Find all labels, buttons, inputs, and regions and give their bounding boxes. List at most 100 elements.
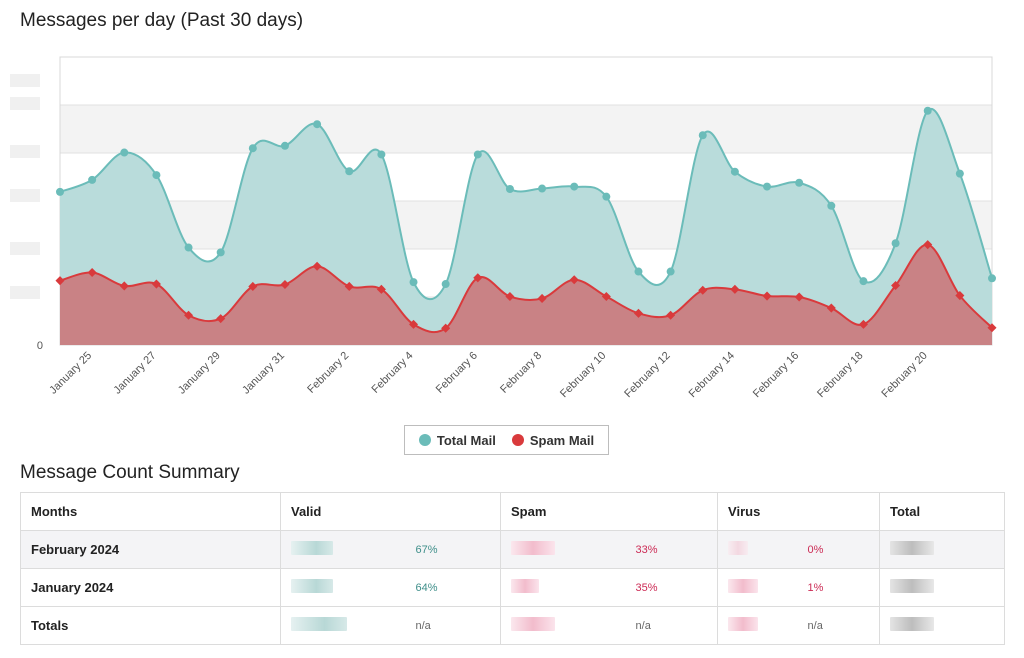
x-tick-label: January 29	[176, 350, 223, 397]
spam-mail-swatch-icon	[511, 434, 524, 446]
valid-pct-cell: 67%	[405, 530, 502, 569]
header-virus: Virus	[717, 492, 881, 531]
virus-pct-cell: n/a	[797, 606, 881, 645]
total-mail-point	[698, 131, 707, 140]
row-label: January 2024	[20, 568, 281, 607]
legend-item-total-mail[interactable]: Total Mail	[418, 432, 496, 448]
total-mail-point	[345, 167, 354, 176]
x-tick-label: February 8	[498, 350, 544, 396]
total-mail-point	[891, 239, 900, 248]
spam-mail-point	[216, 314, 226, 324]
spam-mail-point	[666, 310, 676, 320]
spam-mail-point	[119, 281, 129, 291]
total-mail-point	[248, 144, 257, 153]
redacted-value	[291, 617, 347, 631]
spam-count-cell	[500, 568, 626, 607]
table-row: February 2024 67% 33% 0%	[20, 530, 1006, 569]
virus-count-cell	[717, 568, 798, 607]
redacted-y-tick	[10, 74, 40, 87]
total-count-cell	[879, 530, 1006, 569]
spam-mail-point	[184, 310, 194, 320]
x-tick-label: February 14	[687, 350, 737, 400]
legend-label-total-mail: Total Mail	[436, 432, 496, 448]
total-mail-point	[56, 187, 64, 196]
table-row: Totals n/a n/a n/a	[20, 606, 1006, 645]
table-row: January 2024 64% 35% 1%	[20, 568, 1006, 607]
spam-mail-point	[858, 319, 868, 329]
legend-label-spam-mail: Spam Mail	[529, 432, 595, 448]
redacted-value	[511, 541, 556, 555]
x-tick-label: February 10	[558, 350, 608, 400]
valid-pct-cell: 64%	[405, 568, 502, 607]
total-mail-point	[280, 141, 289, 150]
x-tick-label: February 16	[751, 350, 801, 400]
grid-band	[60, 105, 992, 153]
row-label: Totals	[20, 606, 281, 645]
x-tick-label: January 31	[240, 350, 287, 397]
spam-mail-area	[60, 244, 992, 345]
redacted-value	[728, 541, 749, 555]
header-spam: Spam	[500, 492, 719, 531]
virus-count-cell	[717, 606, 798, 645]
valid-count-cell	[280, 530, 406, 569]
total-mail-point	[505, 185, 514, 193]
total-count-cell	[879, 568, 1006, 607]
row-label: February 2024	[20, 530, 281, 569]
valid-count-cell	[280, 568, 406, 607]
total-mail-point	[988, 274, 996, 283]
redacted-value	[291, 541, 333, 555]
redacted-y-tick	[10, 189, 40, 202]
spam-mail-point	[55, 276, 65, 286]
total-mail-point	[570, 182, 579, 191]
redacted-value	[728, 617, 759, 631]
messages-area-chart: 0 January 25 January 27 January 29 January 3…	[10, 56, 997, 400]
spam-mail-point	[891, 280, 901, 291]
header-total: Total	[879, 492, 1006, 531]
virus-count-cell	[717, 530, 798, 569]
header-months: Months	[20, 492, 281, 531]
total-mail-point	[955, 169, 964, 178]
total-mail-swatch-icon	[418, 434, 431, 446]
total-mail-point	[795, 178, 804, 187]
spam-mail-point	[151, 279, 161, 289]
total-mail-point	[377, 150, 386, 159]
total-mail-point	[602, 192, 611, 201]
total-mail-point	[473, 150, 482, 159]
summary-title: Message Count Summary	[20, 462, 240, 483]
x-tick-label: January 27	[112, 350, 159, 397]
spam-mail-point	[87, 267, 97, 278]
chart-title: Messages per day (Past 30 days)	[20, 10, 304, 31]
x-tick-label: February 2	[305, 350, 351, 396]
total-mail-point	[152, 171, 161, 180]
legend-item-spam-mail[interactable]: Spam Mail	[511, 432, 595, 448]
total-mail-point	[441, 280, 450, 289]
total-mail-point	[120, 148, 129, 157]
valid-count-cell	[280, 606, 406, 645]
redacted-value	[511, 617, 556, 631]
total-mail-point	[763, 182, 772, 191]
x-tick-label: February 6	[434, 350, 480, 396]
y-tick-label: 0	[37, 340, 43, 352]
total-mail-point	[409, 278, 418, 287]
table-header-row: Months Valid Spam Virus Total	[20, 492, 1006, 531]
spam-mail-point	[248, 281, 258, 291]
total-mail-point	[538, 184, 547, 193]
redacted-value	[890, 541, 935, 555]
x-tick-label: February 18	[815, 350, 865, 400]
total-mail-point	[216, 248, 225, 257]
spam-mail-point	[601, 291, 611, 302]
total-mail-point	[634, 267, 643, 276]
total-mail-point	[88, 175, 97, 184]
redacted-y-tick	[10, 97, 40, 110]
virus-pct-cell: 0%	[797, 530, 881, 569]
spam-pct-cell: 35%	[625, 568, 719, 607]
header-valid: Valid	[279, 492, 502, 531]
x-tick-label: January 25	[47, 350, 94, 397]
redacted-y-tick	[10, 242, 40, 255]
total-mail-point	[923, 106, 932, 115]
spam-count-cell	[500, 606, 626, 645]
grid-band	[60, 57, 992, 105]
x-tick-label: February 4	[370, 350, 416, 396]
redacted-value	[890, 579, 935, 593]
total-mail-point	[859, 277, 868, 286]
